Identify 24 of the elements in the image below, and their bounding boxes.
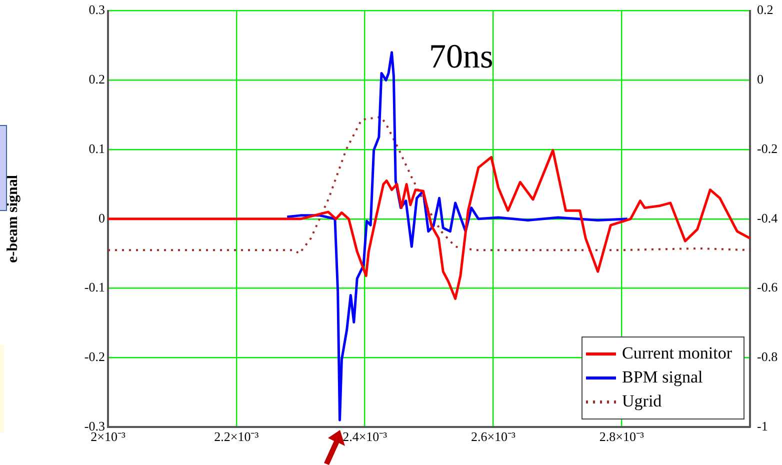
y2-tick-label: -1 [757,418,768,434]
y-tick-label: 0 [98,210,105,226]
x-tick-label: 2.2×10⁻³ [214,429,259,444]
y-tick-label: 0.1 [88,140,105,156]
x-tick-label: 2.8×10⁻³ [599,429,644,444]
y2-tick-label: -0.2 [757,140,778,156]
legend-label: Ugrid [622,391,662,410]
y-tick-label: -0.2 [84,349,105,364]
y2-tick-label: 0 [757,72,764,87]
x-tick-label: 2.4×10⁻³ [342,429,388,444]
y2-tick-label: -0.6 [757,280,778,295]
y2-tick-label: -0.8 [757,349,778,364]
y2-tick-label: -0.4 [757,210,778,226]
y-tick-label: 0.2 [88,72,105,87]
x-tick-label: 2.6×10⁻³ [470,429,516,444]
legend-label: Current monitor [622,343,732,362]
annotation: 70ns [429,38,494,76]
line-series [108,116,750,255]
y-tick-label: -0.1 [84,280,105,295]
y-tick-label: -0.3 [84,418,105,434]
y2-tick-label: 0.2 [757,2,774,18]
y-tick-label: 0.3 [88,2,105,18]
y-axis-title: e-beam signal [4,174,21,263]
legend-label: BPM signal [622,367,704,386]
